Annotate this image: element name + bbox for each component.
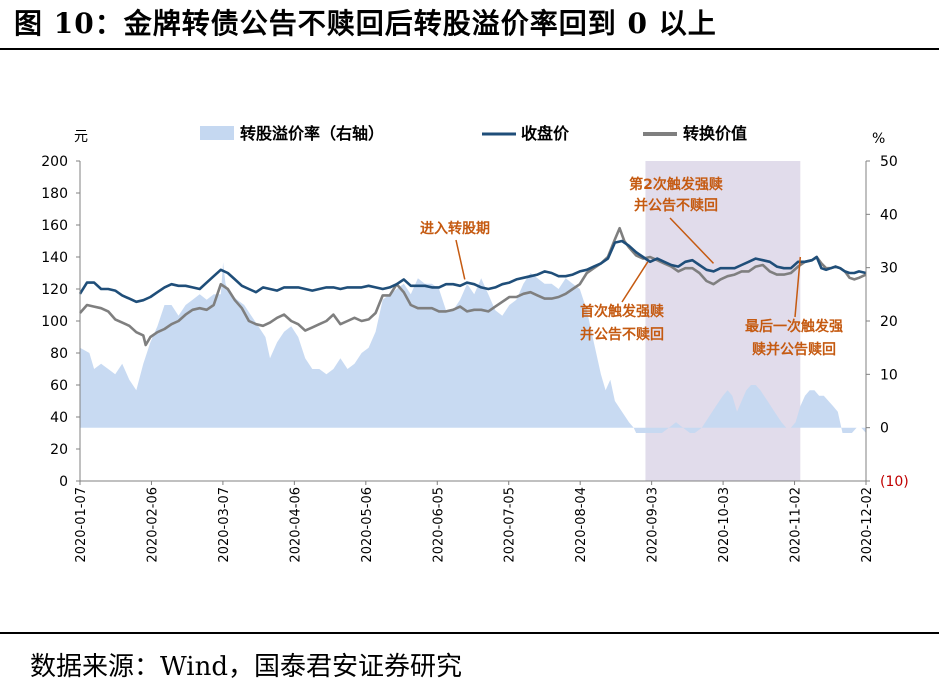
right-tick-label: (10) <box>880 474 909 490</box>
annotation-conversion-start-leader <box>455 239 466 280</box>
annotation-final-trigger-leader <box>794 256 802 318</box>
left-tick-label: 0 <box>59 474 68 490</box>
x-tick-label: 2020-09-03 <box>646 487 661 563</box>
right-tick-label: 50 <box>880 154 898 170</box>
left-tick-label: 100 <box>41 314 68 330</box>
premium-area-series <box>80 262 866 433</box>
conversion-value-line <box>79 226 867 347</box>
left-axis-unit: 元 <box>74 129 88 145</box>
left-tick-label: 180 <box>41 186 68 202</box>
x-tick-label: 2020-01-07 <box>74 487 89 563</box>
x-tick-label: 2020-03-07 <box>217 487 232 563</box>
left-tick-label: 20 <box>50 442 68 458</box>
legend-label-premium: 转股溢价率（右轴） <box>240 124 384 143</box>
left-tick-label: 80 <box>50 346 68 362</box>
left-tick-label: 40 <box>50 410 68 426</box>
right-tick-label: 10 <box>880 367 898 383</box>
right-tick-label: 40 <box>880 207 898 223</box>
left-tick-label: 140 <box>41 250 68 266</box>
right-tick-label: 0 <box>880 421 889 437</box>
x-tick-label: 2020-06-05 <box>431 487 446 563</box>
x-tick-label: 2020-07-05 <box>503 487 518 563</box>
left-tick-label: 120 <box>41 282 68 298</box>
title-rule <box>0 48 939 50</box>
legend-label-close: 收盘价 <box>521 124 570 143</box>
annotation-conversion-start: 进入转股期 <box>420 220 490 237</box>
x-tick-label: 2020-08-04 <box>574 487 589 563</box>
annotation-first-trigger-line2: 并公告不赎回 <box>580 326 664 343</box>
close-price-line <box>78 239 867 304</box>
x-tick-label: 2020-11-02 <box>789 487 804 563</box>
figure-title: 图 10：金牌转债公告不赎回后转股溢价率回到 0 以上 <box>14 7 717 40</box>
source-rule <box>0 632 939 634</box>
right-tick-label: 20 <box>880 314 898 330</box>
annotation-first-trigger-leader <box>621 261 649 303</box>
source-note: 数据来源：Wind，国泰君安证券研究 <box>30 652 462 682</box>
annotation-final-trigger-line1: 最后一次触发强 <box>745 318 843 335</box>
left-tick-label: 60 <box>50 378 68 394</box>
legend-swatch-premium <box>200 126 234 140</box>
x-tick-label: 2020-04-06 <box>288 487 303 563</box>
x-tick-label: 2020-02-06 <box>145 487 160 563</box>
x-tick-label: 2020-12-02 <box>860 487 875 563</box>
left-tick-label: 160 <box>41 218 68 234</box>
chart: 0 20 40 60 80 100 120 140 160 180 200 元 (10) 0 10 20 30 4… <box>41 124 909 563</box>
legend-label-conversion: 转换价值 <box>683 124 747 143</box>
annotation-second-trigger-leader <box>669 217 715 264</box>
right-tick-label: 30 <box>880 261 898 277</box>
left-tick-label: 200 <box>41 154 68 170</box>
annotation-first-trigger-line1: 首次触发强赎 <box>580 303 664 320</box>
annotation-final-trigger-line2: 赎并公告赎回 <box>752 341 836 358</box>
right-axis-unit: % <box>872 131 885 147</box>
x-tick-label: 2020-10-03 <box>717 487 732 563</box>
annotation-second-trigger-line1: 第2次触发强赎 <box>629 176 723 193</box>
x-tick-label: 2020-05-06 <box>360 487 375 563</box>
annotation-second-trigger-line2: 并公告不赎回 <box>634 197 718 214</box>
